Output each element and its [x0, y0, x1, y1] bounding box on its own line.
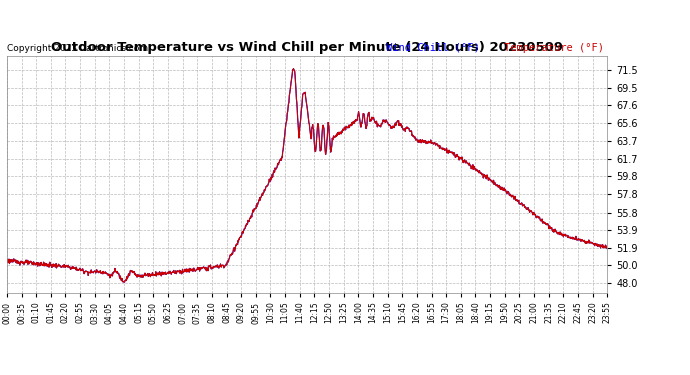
Text: Copyright 2023 Cartronics.com: Copyright 2023 Cartronics.com	[7, 44, 148, 52]
Text: Wind Chill (°F): Wind Chill (°F)	[386, 43, 480, 52]
Title: Outdoor Temperature vs Wind Chill per Minute (24 Hours) 20230509: Outdoor Temperature vs Wind Chill per Mi…	[51, 41, 563, 54]
Text: Temperature (°F): Temperature (°F)	[504, 43, 604, 52]
